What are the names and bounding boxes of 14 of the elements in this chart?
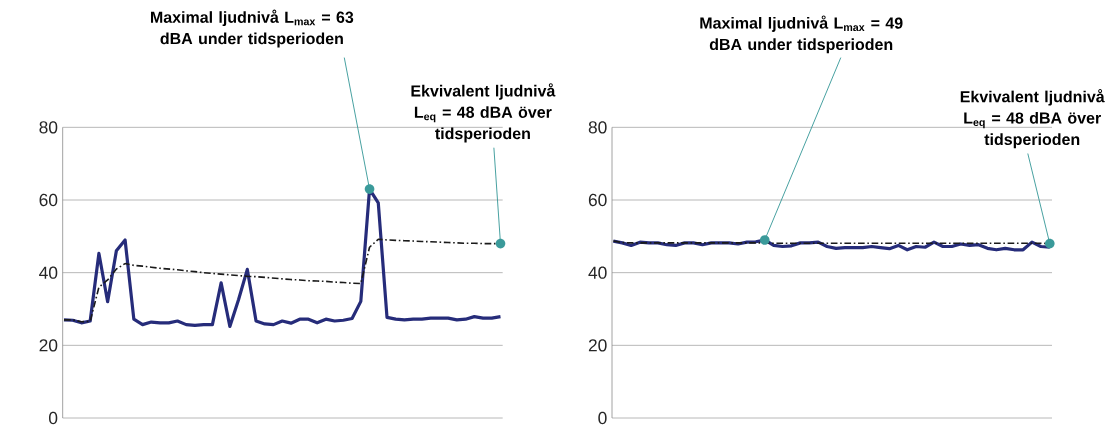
y-tick-label: 20 — [39, 339, 58, 352]
text: Maximal ljudnivå L$_{max}$ = 63 dBA under tidsperioden — [151, 9, 354, 48]
y-tick-label: 40 — [39, 266, 58, 279]
y-tick-label: 80 — [588, 121, 607, 134]
text: Maximal ljudnivå L$_{max}$ = 49 dBA under tidsperioden — [700, 15, 903, 54]
y-tick-label: 0 — [598, 411, 607, 425]
y-tick-label: 20 — [588, 339, 607, 352]
y-tick-label: 60 — [39, 193, 58, 207]
annotation: Ekvivalent ljudnivå L$_{eq}$ = 48 dBA över tidsperioden — [960, 89, 1105, 149]
y-tick-label: 0 — [48, 411, 58, 425]
y-tick-label: 60 — [588, 193, 607, 207]
y-tick-label: 80 — [39, 121, 58, 134]
y-tick-label: 40 — [588, 266, 607, 279]
annotation: Ekvivalent ljudnivå L$_{eq}$ = 48 dBA över tidsperioden — [411, 83, 556, 143]
